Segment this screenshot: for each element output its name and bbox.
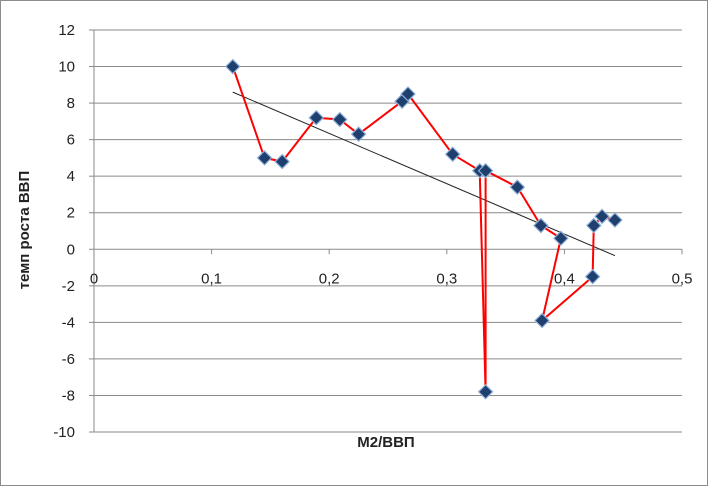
data-point	[594, 208, 610, 225]
x-tick-label: 0,2	[319, 270, 340, 287]
trendline-group	[232, 91, 616, 257]
data-point	[331, 111, 348, 128]
data-point	[533, 217, 549, 234]
y-tick-label: -10	[53, 424, 75, 441]
y-tick-label: 6	[67, 132, 75, 149]
data-point	[350, 126, 367, 143]
data-points	[224, 58, 623, 400]
data-point	[224, 58, 241, 75]
x-tick-label: 0	[90, 270, 98, 287]
data-point	[534, 312, 550, 329]
trendline	[232, 91, 616, 257]
axes	[89, 29, 683, 433]
data-point	[585, 217, 602, 234]
y-tick-label: -2	[62, 278, 75, 295]
data-point	[308, 109, 325, 126]
data-point	[477, 162, 494, 179]
y-tick-label: -4	[62, 314, 75, 331]
y-tick-label: 0	[67, 241, 75, 258]
y-tick-label: -8	[62, 387, 75, 404]
data-point	[477, 383, 494, 400]
x-tick-label: 0,3	[436, 270, 457, 287]
x-tick-labels: 0 0,1 0,2 0,3 0,4 0,5	[90, 270, 693, 287]
data-point	[584, 268, 601, 285]
y-axis-title: темп роста ВВП	[16, 171, 33, 290]
data-point	[256, 150, 273, 166]
x-axis-title: M2/ВВП	[357, 434, 414, 451]
x-tick-label: 0,4	[554, 270, 575, 287]
y-tick-label: 2	[67, 205, 75, 222]
x-tick-label: 0,1	[201, 270, 222, 287]
data-point	[274, 153, 291, 170]
series-line	[231, 66, 616, 393]
x-tick-label: 0,5	[672, 270, 693, 287]
y-tick-label: 10	[58, 59, 75, 76]
grid-lines	[94, 29, 682, 433]
data-point	[607, 212, 623, 228]
y-tick-label: 8	[67, 95, 75, 112]
data-point	[509, 179, 526, 195]
series-line-group	[231, 66, 616, 393]
data-point	[400, 86, 416, 102]
y-tick-label: 12	[58, 22, 75, 39]
data-point	[444, 146, 461, 163]
data-point	[553, 230, 569, 247]
y-tick-label: -6	[62, 351, 75, 368]
y-tick-label: 4	[67, 168, 75, 185]
y-tick-labels: -10 -8 -6 -4 -2 0 2 4 6 8 10 12	[53, 22, 75, 441]
